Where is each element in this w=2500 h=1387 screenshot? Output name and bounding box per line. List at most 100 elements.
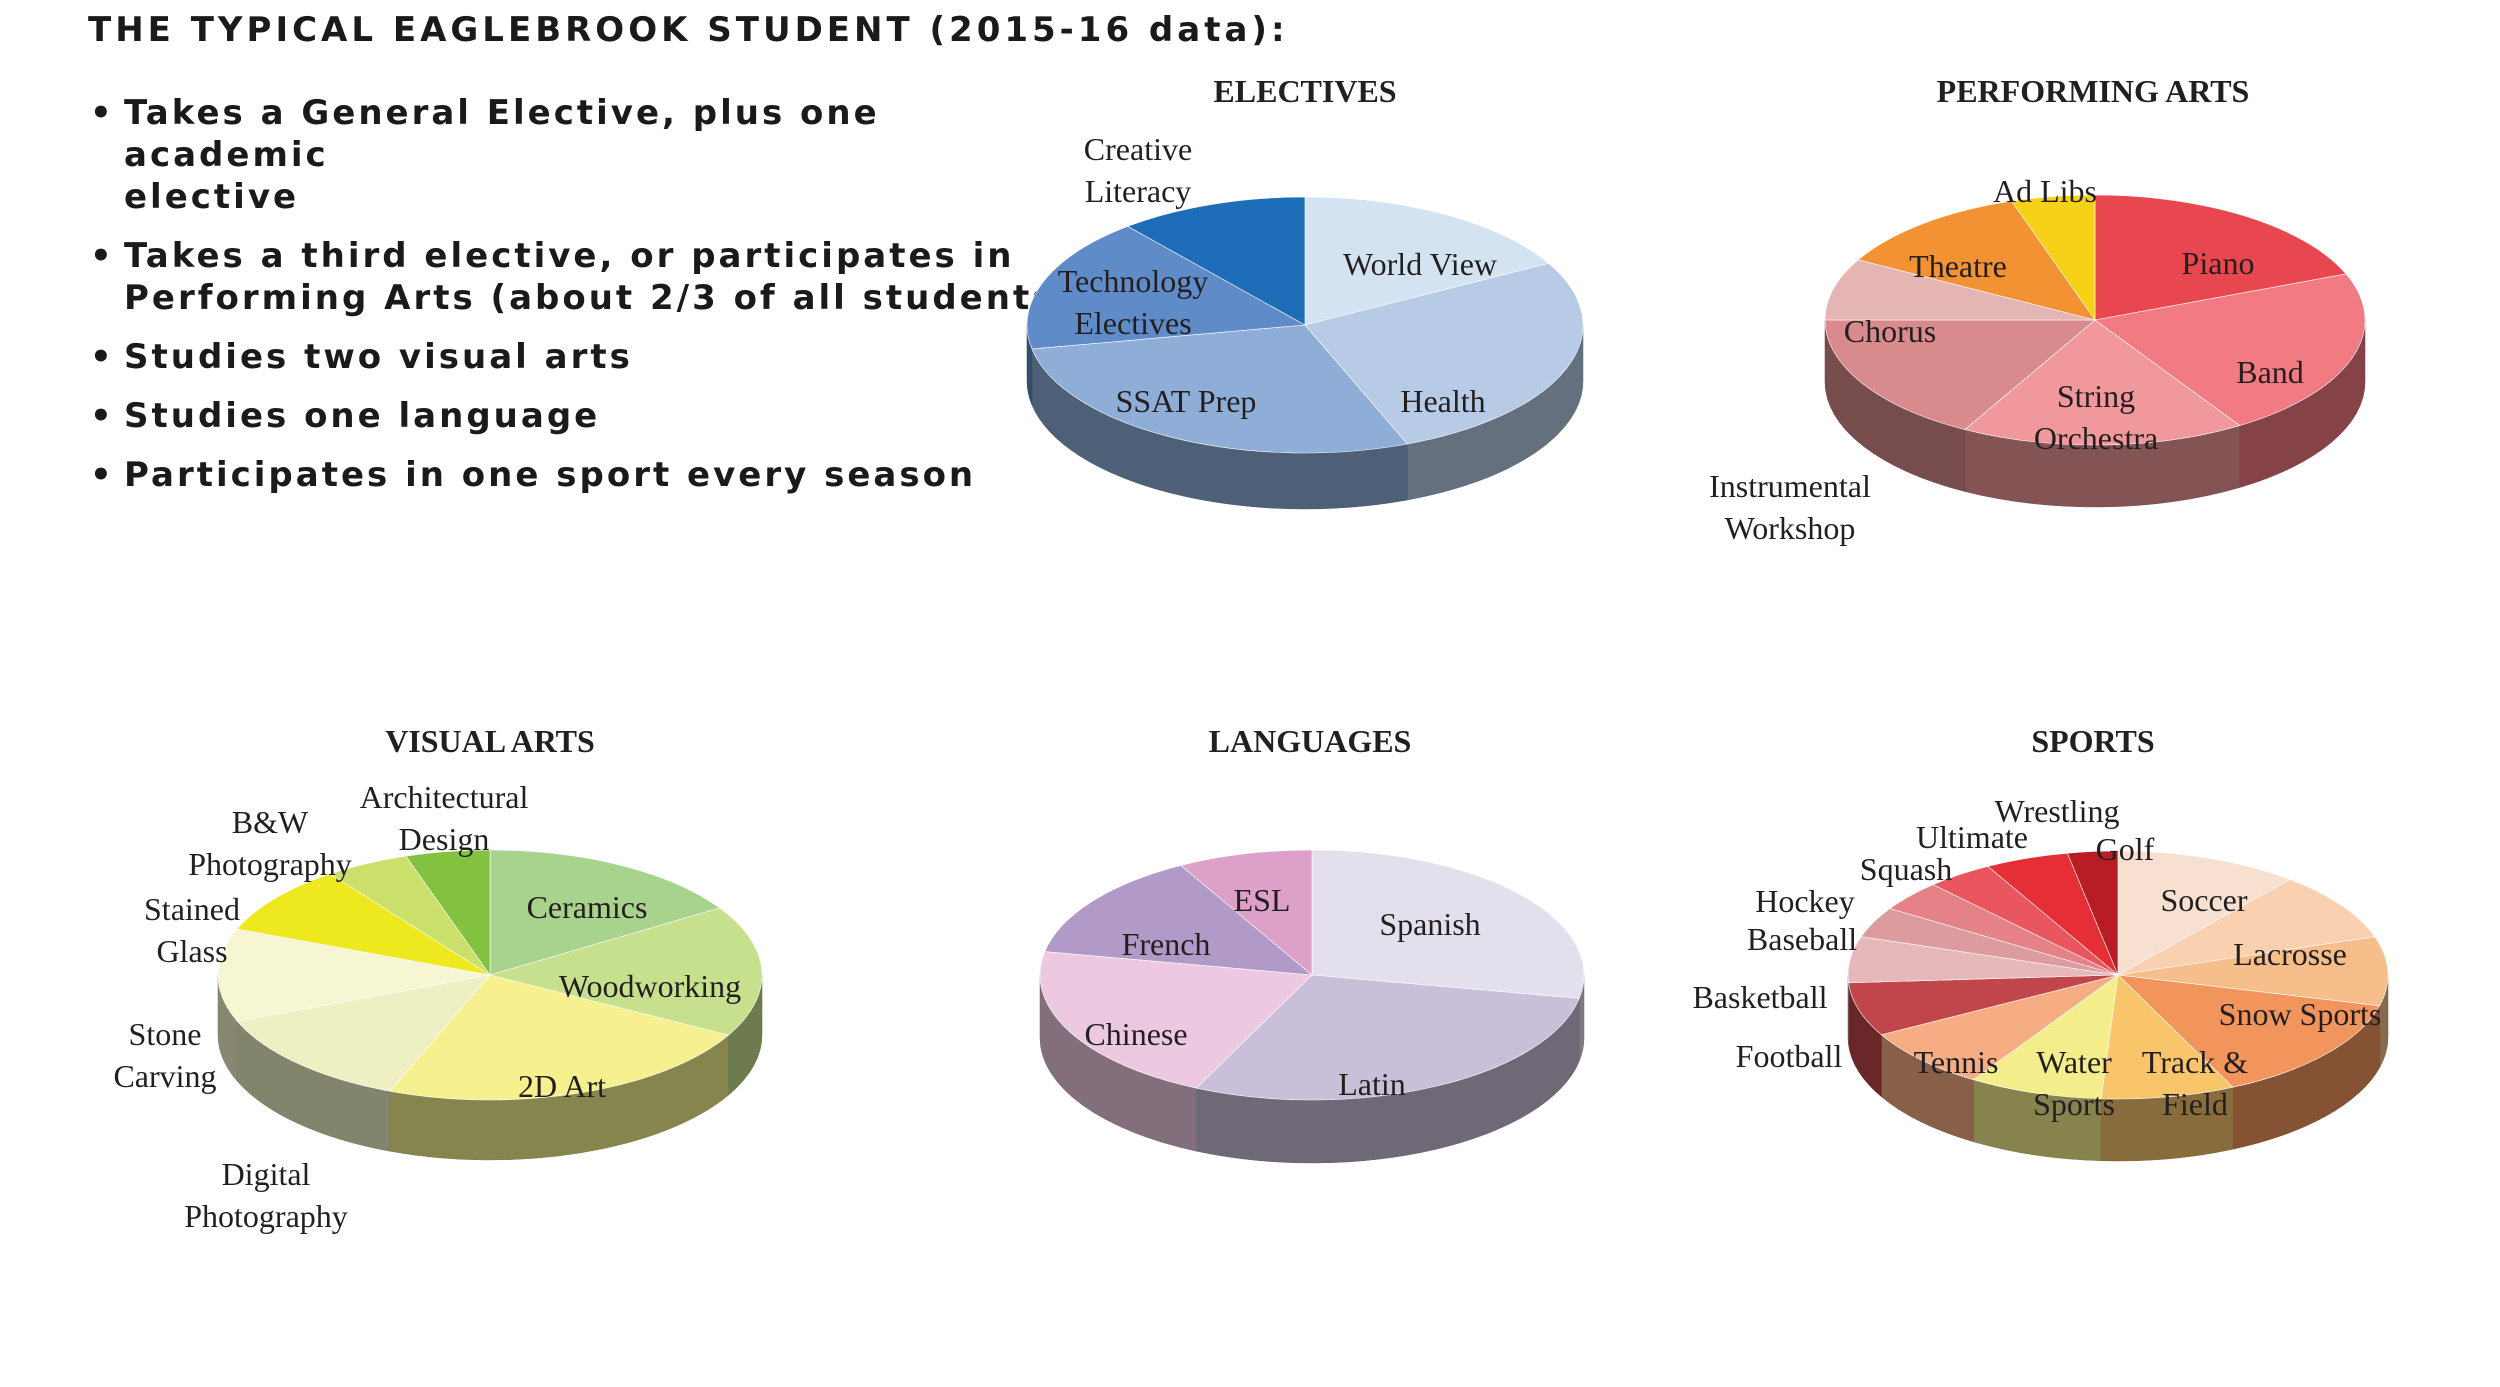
typical-student-list: • Takes a General Elective, plus one acad… [90, 92, 1080, 513]
slice-label: Wrestling [1995, 793, 2120, 829]
pie-slice [2094, 194, 2347, 321]
pie-slice [405, 849, 491, 976]
pie-slice [2117, 879, 2376, 976]
pie-slice [2117, 936, 2389, 1007]
slice-label: Stone Carving [113, 1016, 216, 1094]
slice-label: 2D Art [518, 1068, 606, 1104]
bullet-item: • Studies two visual arts [90, 336, 1080, 378]
slice-label: Health [1400, 383, 1485, 419]
pie-slice [2117, 974, 2381, 1088]
pie-slice [217, 928, 491, 1022]
pie-slice [236, 873, 491, 976]
pie-slice [1857, 200, 2096, 321]
slice-label: Ultimate [1916, 819, 2028, 855]
slice-label: Creative Literacy [1084, 131, 1192, 209]
pie-slice [489, 849, 721, 976]
bullet-item: • Studies one language [90, 395, 1080, 437]
pie-slice [1031, 324, 1408, 454]
slice-label: Basketball [1692, 979, 1827, 1015]
pie-slice [1824, 319, 2096, 430]
bullet-dot: • [90, 93, 115, 133]
slice-label: Ceramics [527, 889, 648, 925]
pie-slice [1195, 974, 1580, 1101]
chart-title: SPORTS [2031, 723, 2154, 759]
pie-slice [1824, 259, 2096, 321]
pie-chart-languages: LANGUAGES Spanish Latin Chinese French ESL [1039, 723, 1585, 1164]
slice-label: Stained Glass [144, 891, 240, 969]
slice-label: Track & Field [2142, 1044, 2248, 1122]
slice-label: Piano [2182, 245, 2255, 281]
pie-slice [1880, 974, 2119, 1081]
slice-label: Latin [1338, 1066, 1406, 1102]
bullet-item: • Takes a third elective, or participates… [90, 235, 1080, 319]
slice-label: Soccer [2160, 882, 2247, 918]
pie-slice [1026, 226, 1307, 350]
pie-slice [1304, 263, 1584, 445]
slice-label: Golf [2096, 831, 2155, 867]
slice-label: B&W Photography [188, 804, 352, 882]
pie-slice [2100, 974, 2234, 1100]
bullet-item: • Takes a General Elective, plus one acad… [90, 92, 1080, 218]
slice-label: Snow Sports [2219, 996, 2382, 1032]
pie-slice [2066, 850, 2119, 976]
bullet-text: Participates in one sport every season [124, 455, 977, 495]
pie-slice [2117, 850, 2291, 976]
bullet-text: elective [124, 177, 300, 217]
pie-slice [1180, 849, 1313, 976]
pie-slice [1964, 319, 2241, 446]
slice-label: Chinese [1084, 1016, 1187, 1052]
bullet-text: Takes a third elective, or participates … [124, 236, 1015, 276]
slice-label: Football [1736, 1038, 1843, 1074]
pie-slice [236, 974, 491, 1092]
bullet-item: • Participates in one sport every season [90, 454, 1080, 496]
bullet-dot: • [90, 396, 115, 436]
slice-label: Baseball [1747, 921, 1857, 957]
slice-label: Squash [1860, 851, 1952, 887]
slice-label: Ad Libs [1993, 173, 2097, 209]
bullet-text: Studies one language [124, 396, 601, 436]
slice-label: Water Sports [2033, 1044, 2115, 1122]
bullet-text: Studies two visual arts [124, 337, 633, 377]
bullet-dot: • [90, 455, 115, 495]
chart-title: ELECTIVES [1213, 73, 1396, 109]
slice-label: Technology Electives [1058, 263, 1209, 341]
slice-label: SSAT Prep [1116, 383, 1257, 419]
chart-title: VISUAL ARTS [385, 723, 595, 759]
pie-chart-visual-arts: VISUAL ARTS Ceramics Woodworking 2D Art Digi… [113, 723, 763, 1234]
slice-label: String Orchestra [2034, 378, 2158, 456]
pie-slice [1127, 196, 1306, 326]
slice-label: French [1122, 926, 1211, 962]
chart-title: LANGUAGES [1209, 723, 1412, 759]
pie-chart-performing-arts: PERFORMING ARTS Piano Band String Orchestra I… [1709, 73, 2366, 546]
slice-label: Hockey [1755, 883, 1855, 919]
bullet-dot: • [90, 236, 115, 276]
pie-slice [488, 907, 763, 1036]
slice-label: Architectural Design [360, 779, 529, 857]
slice-label: Digital Photography [184, 1156, 348, 1234]
slice-label: World View [1343, 246, 1497, 282]
pie-slice [389, 974, 729, 1101]
page-headline: THE TYPICAL EAGLEBROOK STUDENT (2015-16 … [88, 10, 1289, 50]
slice-label: ESL [1234, 882, 1291, 918]
pie-slice [1044, 865, 1313, 976]
chart-title: PERFORMING ARTS [1937, 73, 2250, 109]
pie-slice [2011, 194, 2096, 321]
slice-label: Band [2236, 354, 2304, 390]
slice-label: Tennis [1914, 1044, 1999, 1080]
pie-slice [1039, 951, 1313, 1089]
slice-label: Theatre [1909, 248, 2007, 284]
slice-label: Instrumental Workshop [1709, 468, 1871, 546]
pie-slice [1311, 849, 1585, 999]
pie-slice [2094, 273, 2366, 426]
bullet-text: Performing Arts (about 2/3 of all studen… [124, 278, 1074, 318]
slice-label: Chorus [1844, 313, 1936, 349]
pie-chart-electives: ELECTIVES World View Health SSAT Prep Techno… [1026, 73, 1584, 510]
pie-slice [1972, 974, 2119, 1100]
bullet-dot: • [90, 337, 115, 377]
pie-chart-sports: SPORTS Soccer Lacrosse Snow Sports Track & Fi… [1692, 723, 2389, 1162]
slice-label: Spanish [1379, 906, 1480, 942]
bullet-text: Takes a General Elective, plus one acade… [124, 93, 880, 175]
slice-label: Lacrosse [2233, 936, 2347, 972]
pie-slice [1848, 974, 2119, 1036]
